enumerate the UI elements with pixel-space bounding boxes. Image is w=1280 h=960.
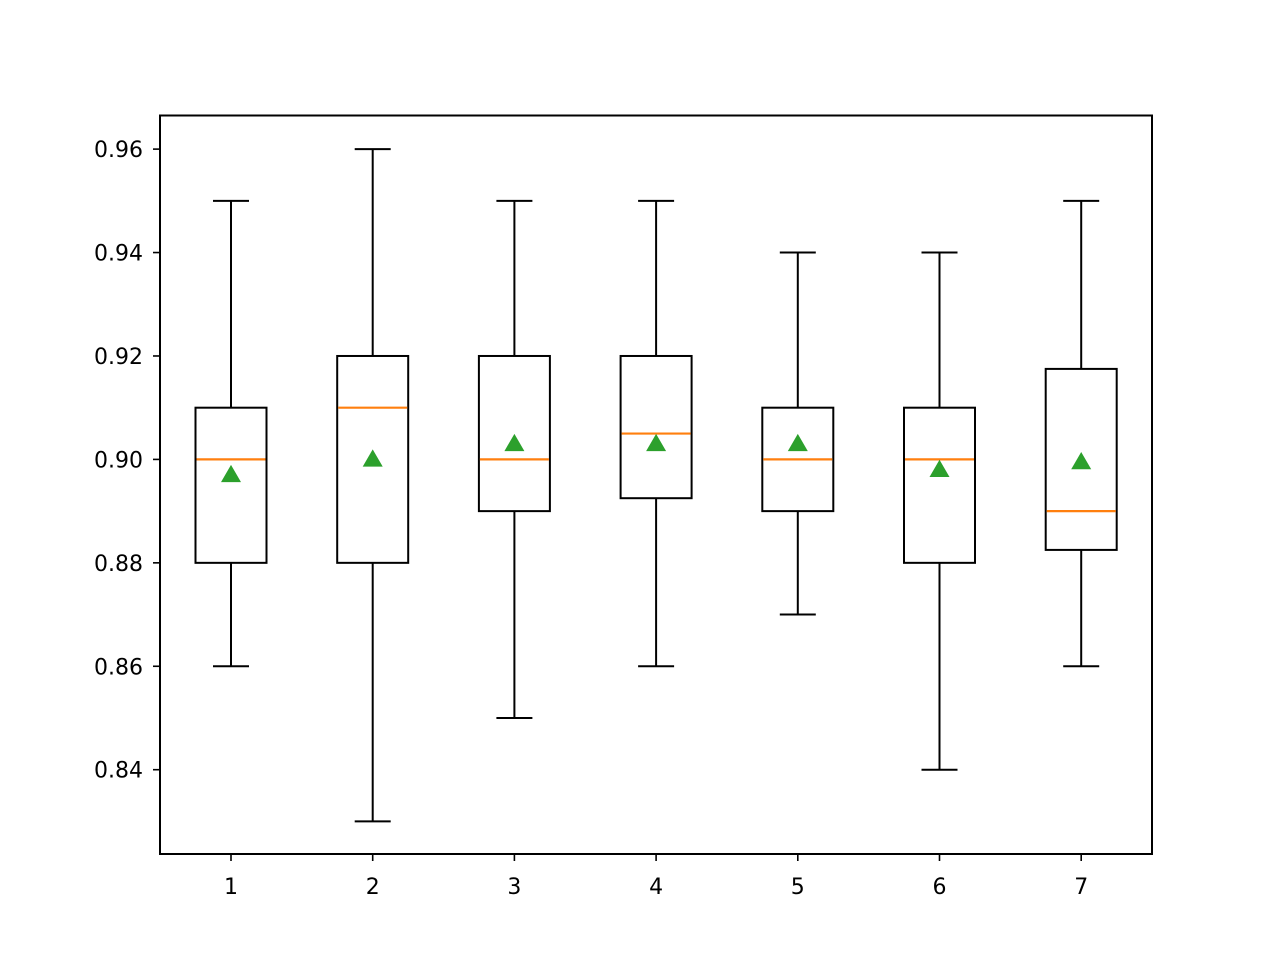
mean-marker xyxy=(1071,451,1092,470)
x-tick-label: 7 xyxy=(1074,875,1088,900)
y-tick-label: 0.90 xyxy=(94,448,143,473)
y-tick-label: 0.96 xyxy=(94,138,143,163)
mean-marker xyxy=(787,433,808,452)
x-tick-label: 6 xyxy=(933,875,947,900)
y-tick-label: 0.92 xyxy=(94,345,143,370)
iqr-box xyxy=(1044,367,1118,551)
y-tick-label: 0.86 xyxy=(94,655,143,680)
iqr-box xyxy=(477,354,551,513)
iqr-box xyxy=(903,406,976,564)
iqr-box xyxy=(336,354,410,564)
x-axis: 1 2 3 4 5 6 7 xyxy=(224,854,1088,900)
mean-marker xyxy=(504,433,525,452)
box-group-4 xyxy=(619,199,693,668)
plot-area xyxy=(194,148,1118,823)
x-tick-label: 4 xyxy=(649,875,663,900)
y-tick-label: 0.94 xyxy=(94,242,143,267)
box-group-6 xyxy=(903,251,976,771)
box-group-5 xyxy=(761,251,835,616)
mean-marker xyxy=(929,459,950,477)
box-group-3 xyxy=(477,199,551,719)
iqr-box xyxy=(761,406,835,513)
box-group-7 xyxy=(1044,199,1118,668)
x-tick-label: 5 xyxy=(791,875,805,900)
x-tick-label: 3 xyxy=(507,875,521,900)
x-tick-label: 1 xyxy=(224,875,238,900)
y-tick-label: 0.88 xyxy=(94,552,143,577)
box-group-2 xyxy=(336,148,410,823)
mean-marker xyxy=(646,433,667,452)
y-tick-label: 0.84 xyxy=(94,759,143,784)
x-tick-label: 2 xyxy=(366,875,380,900)
box-group-1 xyxy=(194,199,268,668)
iqr-box xyxy=(194,406,268,564)
mean-marker xyxy=(362,449,383,467)
mean-marker xyxy=(221,464,241,483)
iqr-box xyxy=(619,354,693,500)
axes-frame xyxy=(159,114,1153,855)
y-axis: 0.84 0.86 0.88 0.90 0.92 0.94 0.96 xyxy=(94,138,160,784)
